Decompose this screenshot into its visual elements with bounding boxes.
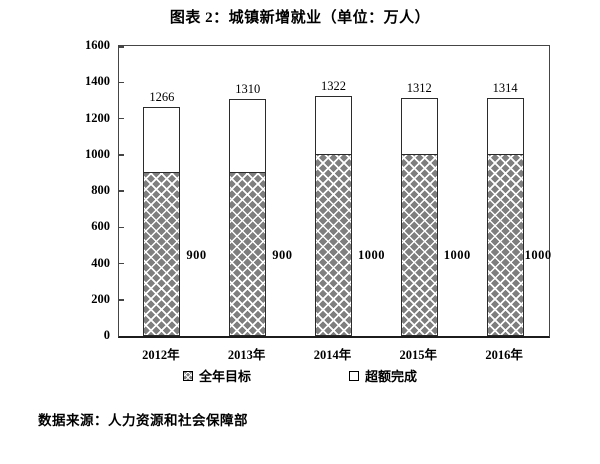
y-tick-mark [119,226,124,228]
bar-2015年 [400,98,438,336]
y-tick-label: 400 [91,255,110,270]
bar-total-label: 1266 [149,89,175,104]
bar-total-label: 1310 [235,81,261,96]
bar-target-label: 1000 [524,248,552,262]
bar-total-label: 1314 [492,80,518,95]
bar-2016年 [486,97,524,336]
y-tick-mark [119,81,124,83]
y-tick-mark [119,117,124,120]
legend-item-excess: 超额完成 [349,366,417,385]
x-axis-label: 2016年 [485,348,523,362]
plot-area: 1266 900 1310 900 1322 1000 1312 1000 1314 1000 [118,45,552,338]
bar-2013年 [229,98,267,336]
bar-segment-target [316,153,351,335]
data-source-note: 数据来源：人力资源和社会保障部 [38,413,248,428]
bar-segment-target [401,153,437,335]
bar-total-label: 1322 [321,79,346,94]
y-tick-mark [119,46,124,48]
y-tick-label: 1000 [85,146,110,161]
bar-segment-target [487,153,523,335]
bar-2012年 [143,106,181,336]
bar-target-label: 1000 [358,248,385,262]
bar-target-label: 900 [186,248,207,262]
legend-swatch-white-icon [349,370,359,381]
y-tick-label: 1200 [85,110,110,125]
y-tick-mark [119,154,124,156]
y-tick-label: 600 [91,219,110,234]
y-tick-label: 1600 [85,38,110,52]
bar-segment-target [144,171,180,335]
y-tick-mark [119,190,124,192]
bar-target-label: 900 [272,248,293,262]
x-axis-label: 2014年 [313,348,352,362]
x-axis-label: 2013年 [227,348,266,362]
legend-label-excess: 超额完成 [365,369,418,384]
y-tick-label: 1400 [85,74,110,89]
x-axis-label: 2015年 [399,348,438,362]
y-tick-mark [119,299,124,301]
y-tick-label: 0 [103,328,110,342]
x-axis-label: 2012年 [142,348,180,362]
legend-swatch-hatched-icon [182,370,193,381]
y-tick-label: 800 [91,183,110,197]
bar-total-label: 1312 [406,81,432,96]
bar-segment-target [230,171,266,335]
y-tick-label: 200 [91,291,110,306]
bar-2014年 [315,96,352,336]
legend-label-target: 全年目标 [198,369,251,384]
bar-target-label: 1000 [443,248,471,262]
legend-item-target: 全年目标 [182,366,251,385]
chart-title: 图表 2：城镇新增就业（单位：万人） [169,10,431,26]
legend: 全年目标 超额完成 [0,366,600,385]
y-tick-mark [119,262,124,265]
